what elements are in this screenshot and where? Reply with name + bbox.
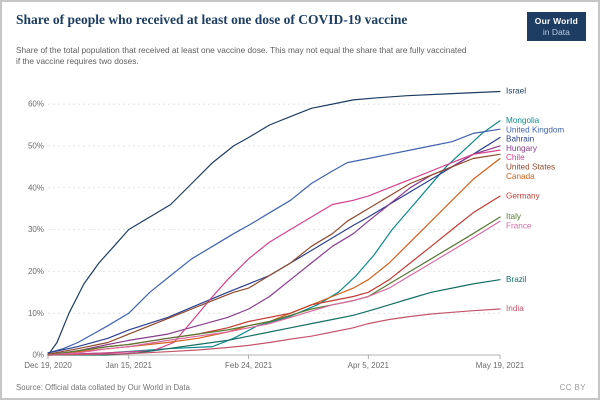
series-label: Israel [506,86,526,95]
x-axis-tick: Apr 5, 2021 [348,361,390,370]
y-axis-tick: 0% [32,350,44,359]
series-line [47,216,501,356]
series-line [47,128,501,354]
series-line [47,149,501,356]
chart-footer: Source: Official data collated by Our Wo… [16,383,586,392]
series-label: Hungary [506,143,538,152]
series-label: Brazil [506,274,527,283]
page-title: Share of people who received at least on… [16,12,408,27]
series-label: India [506,304,524,313]
x-axis-tick: Jan 15, 2021 [106,361,153,370]
license-text: CC BY [559,383,586,392]
series-label: United States [506,162,555,171]
series-label: Mongolia [506,116,540,125]
logo-line-1: Our World [534,16,578,26]
series-label: Germany [506,191,541,200]
owid-logo: Our World in Data [526,12,586,42]
series-label: France [506,221,532,230]
x-axis-tick: Dec 19, 2020 [24,361,72,370]
y-axis-tick: 50% [28,141,44,150]
y-axis-tick: 30% [28,225,44,234]
y-axis-tick: 10% [28,308,44,317]
y-axis-tick: 20% [28,267,44,276]
series-line [47,144,501,356]
series-label: United Kingdom [506,125,564,134]
y-axis-tick: 40% [28,183,44,192]
chart-header: Share of people who received at least on… [16,12,586,42]
x-axis-tick: Feb 24, 2021 [225,361,273,370]
series-label: Canada [506,171,535,180]
series-line [47,278,501,356]
series-line [47,90,501,356]
series-label: Bahrain [506,134,535,143]
series-line [47,153,501,355]
logo-line-2: in Data [542,26,570,37]
x-axis-tick: May 19, 2021 [476,361,525,370]
series-line [47,220,501,356]
series-label: Italy [506,212,522,221]
chart-subtitle: Share of the total population that recei… [16,45,467,67]
line-chart-svg: 0% 10% 20% 30% 40% 50% 60% Dec 19, 2020 Jan 15, … [24,86,564,370]
series-label: Chile [506,153,525,162]
source-text: Source: Official data collated by Our Wo… [16,383,190,392]
series-line [47,308,501,356]
y-axis-tick: 60% [28,99,44,108]
series-line [47,136,501,354]
line-chart: 0% 10% 20% 30% 40% 50% 60% Dec 19, 2020 Jan 15, … [16,71,586,382]
